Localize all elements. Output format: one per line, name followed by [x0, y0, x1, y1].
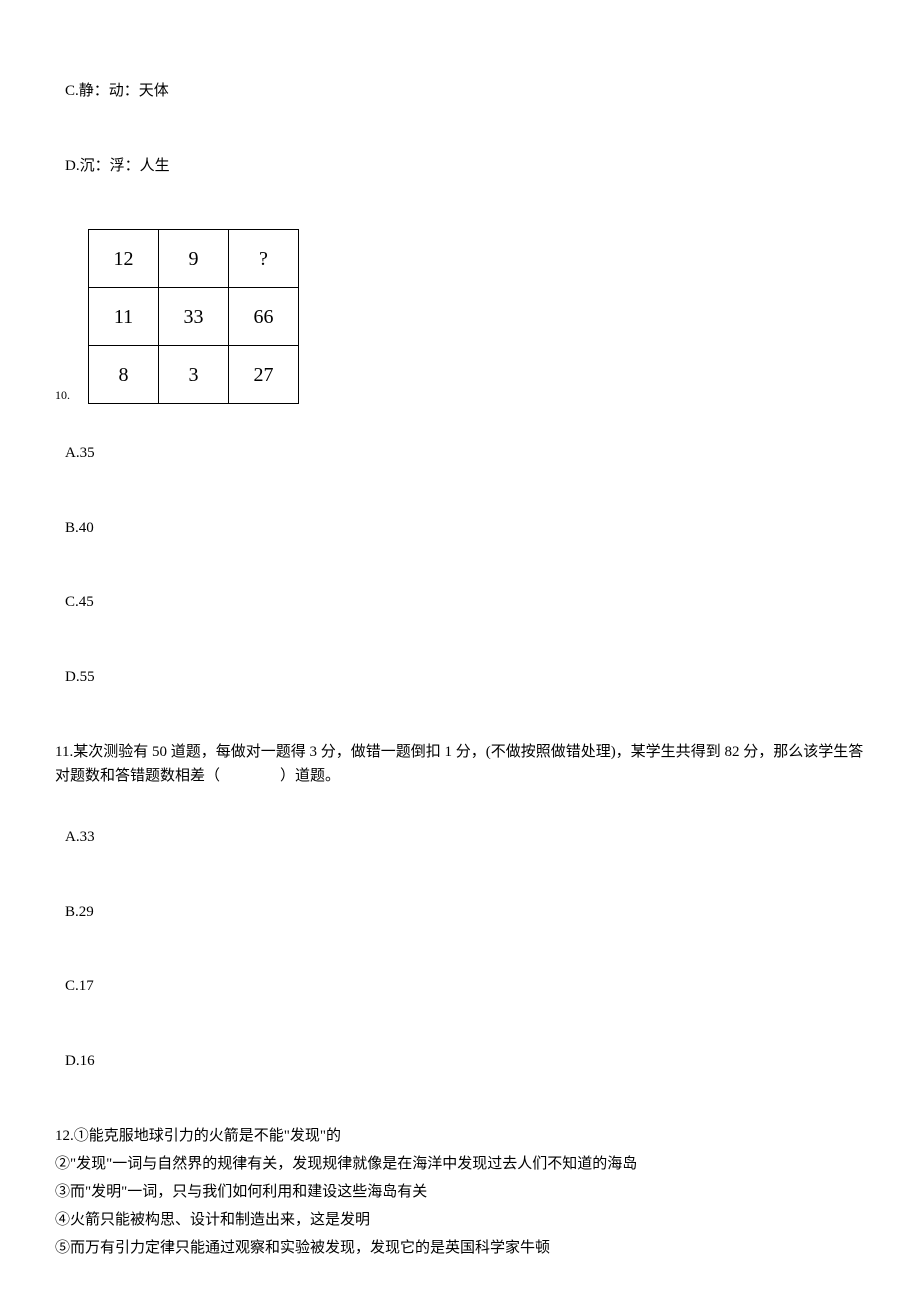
grid-cell: 9 — [159, 230, 229, 288]
q10-option-c-text: C.45 — [65, 594, 94, 610]
q10-option-a-text: A.35 — [65, 445, 95, 461]
grid-cell: 11 — [89, 288, 159, 346]
table-row: 8 3 27 — [89, 346, 299, 404]
q10-block: 10. 12 9 ? 11 33 66 8 3 27 — [55, 229, 865, 404]
q9-option-d: D.沉：浮：人生 — [55, 155, 865, 178]
q11-option-c-text: C.17 — [65, 978, 94, 994]
q10-option-d-text: D.55 — [65, 669, 95, 685]
grid-cell: 3 — [159, 346, 229, 404]
q12-line1: 12.①能克服地球引力的火箭是不能"发现"的 — [55, 1124, 865, 1148]
q12-line4: ④火箭只能被构思、设计和制造出来，这是发明 — [55, 1208, 865, 1232]
q10-option-d: D.55 — [55, 666, 865, 689]
q11-option-a-text: A.33 — [65, 829, 95, 845]
q10-option-c: C.45 — [55, 591, 865, 614]
q12-line2: ②"发现"一词与自然界的规律有关，发现规律就像是在海洋中发现过去人们不知道的海岛 — [55, 1152, 865, 1176]
q12-line2-text: ②"发现"一词与自然界的规律有关，发现规律就像是在海洋中发现过去人们不知道的海岛 — [55, 1156, 637, 1172]
q11-option-a: A.33 — [55, 826, 865, 849]
q12-line1-text: 12.①能克服地球引力的火箭是不能"发现"的 — [55, 1128, 341, 1144]
q11-option-d: D.16 — [55, 1050, 865, 1073]
table-row: 12 9 ? — [89, 230, 299, 288]
q11-question-text: 11.某次测验有 50 道题，每做对一题得 3 分，做错一题倒扣 1 分，(不做… — [55, 744, 863, 784]
q11-option-b: B.29 — [55, 901, 865, 924]
q11-option-d-text: D.16 — [65, 1053, 95, 1069]
q12-line3: ③而"发明"一词，只与我们如何利用和建设这些海岛有关 — [55, 1180, 865, 1204]
q10-number: 10. — [55, 386, 70, 404]
q9-option-d-text: D.沉：浮：人生 — [65, 158, 170, 174]
q10-option-b: B.40 — [55, 517, 865, 540]
q11-option-b-text: B.29 — [65, 904, 94, 920]
grid-cell: 33 — [159, 288, 229, 346]
table-row: 11 33 66 — [89, 288, 299, 346]
q10-grid-table: 12 9 ? 11 33 66 8 3 27 — [88, 229, 299, 404]
q11-question: 11.某次测验有 50 道题，每做对一题得 3 分，做错一题倒扣 1 分，(不做… — [55, 740, 865, 788]
grid-cell: ? — [229, 230, 299, 288]
q11-option-c: C.17 — [55, 975, 865, 998]
q10-option-a: A.35 — [55, 442, 865, 465]
q12-line5-text: ⑤而万有引力定律只能通过观察和实验被发现，发现它的是英国科学家牛顿 — [55, 1240, 550, 1256]
q10-option-b-text: B.40 — [65, 520, 94, 536]
grid-cell: 12 — [89, 230, 159, 288]
q9-option-c: C.静：动：天体 — [55, 80, 865, 103]
grid-cell: 27 — [229, 346, 299, 404]
q12-line3-text: ③而"发明"一词，只与我们如何利用和建设这些海岛有关 — [55, 1184, 427, 1200]
grid-cell: 66 — [229, 288, 299, 346]
q12-line4-text: ④火箭只能被构思、设计和制造出来，这是发明 — [55, 1212, 370, 1228]
q9-option-c-text: C.静：动：天体 — [65, 83, 169, 99]
grid-cell: 8 — [89, 346, 159, 404]
q12-line5: ⑤而万有引力定律只能通过观察和实验被发现，发现它的是英国科学家牛顿 — [55, 1236, 865, 1260]
